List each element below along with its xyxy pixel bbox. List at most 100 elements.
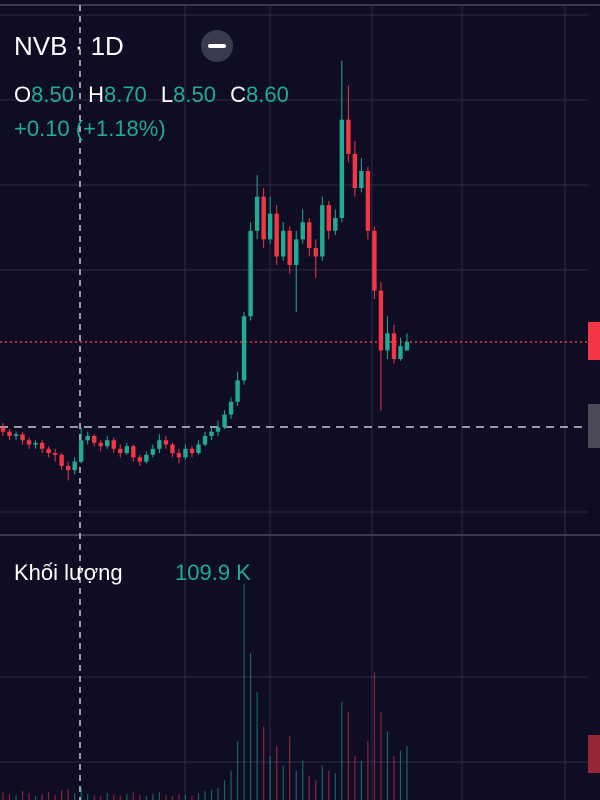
candle-body (26, 440, 32, 445)
candle-body (320, 205, 325, 257)
volume-bar (106, 793, 108, 800)
candle-body (20, 434, 25, 441)
candle-body (228, 401, 234, 415)
candle-body (280, 230, 286, 257)
symbol-title: NVB · 1D (14, 31, 124, 61)
candle-body (131, 446, 136, 458)
candle-body (137, 457, 143, 462)
volume-title: Khối lượng (14, 560, 123, 585)
grid (0, 5, 588, 800)
volume-bar (223, 780, 226, 800)
volume-bar (236, 741, 239, 800)
volume-bar (152, 794, 154, 800)
volume-bar (406, 746, 408, 800)
h-label: H (88, 82, 104, 107)
volume-bar (113, 795, 115, 800)
volume-bar (145, 796, 147, 800)
candle-body (404, 341, 410, 351)
candle-body (196, 444, 201, 454)
volume-bar (178, 794, 180, 800)
o-label: O (14, 82, 31, 107)
volume-bar (373, 672, 376, 800)
volume-bar (2, 792, 4, 800)
volume-bar (399, 750, 402, 800)
candle-body (65, 465, 71, 471)
candle-body (300, 222, 305, 240)
candle-body (209, 431, 214, 436)
volume-bar (347, 711, 349, 800)
volume-bar (380, 711, 382, 800)
c-label: C (230, 82, 246, 107)
candle-body (202, 435, 208, 445)
candle-body (222, 414, 227, 428)
volume-bar (250, 652, 252, 800)
candle-body (111, 440, 116, 449)
candle-body (92, 435, 97, 443)
candle-body (105, 440, 110, 447)
candle-body (170, 444, 175, 454)
candle-body (85, 435, 90, 441)
volume-bar (41, 794, 43, 800)
collapse-icon (208, 44, 226, 48)
volume-bar (139, 795, 141, 800)
candles (0, 60, 410, 800)
candle-body (339, 119, 345, 218)
volume-bar (230, 770, 232, 800)
volume-bar (256, 692, 258, 800)
candle-body (52, 453, 58, 455)
ohlc-line: O8.50 H8.70 L8.50 C8.60 (14, 82, 289, 107)
volume-bar (282, 765, 284, 800)
candle-body (7, 431, 12, 436)
candle-body (359, 170, 364, 189)
volume-bar (93, 795, 95, 800)
candle-body (157, 440, 162, 449)
candle-body (235, 380, 240, 402)
volume-bar (119, 795, 121, 800)
candle-body (346, 119, 351, 154)
candle-body (33, 442, 38, 445)
candle-body (59, 454, 64, 466)
volume-bar (204, 791, 206, 800)
volume-last: 109.9 K (175, 560, 251, 585)
candle-body (98, 442, 103, 447)
volume-bar (15, 795, 17, 800)
candle-body (313, 247, 318, 257)
h-value: 8.70 (104, 82, 147, 107)
candle-body (241, 316, 247, 381)
volume-bar (393, 755, 395, 800)
candle-body (352, 153, 358, 189)
candle-body (189, 448, 195, 454)
candle-body (372, 230, 377, 291)
price-tag (588, 322, 600, 360)
c-value: 8.60 (246, 82, 289, 107)
volume-bar (367, 741, 369, 800)
volume-bar (210, 790, 213, 800)
volume-bar (217, 787, 219, 800)
volume-bar (34, 796, 37, 800)
candle-body (248, 230, 253, 317)
candle-body (46, 448, 51, 454)
volume-bar (276, 746, 278, 800)
candle-body (163, 440, 169, 445)
volume-bar (321, 765, 323, 800)
volume-bar (100, 796, 102, 800)
volume-bar (269, 755, 271, 800)
volume-bar (360, 760, 362, 800)
volume-bar (132, 792, 134, 800)
candle-body (144, 454, 149, 462)
volume-bar (289, 736, 291, 800)
volume-bar (197, 793, 200, 800)
volume-bar (354, 755, 356, 800)
volume-bar (8, 794, 11, 800)
candle-body (333, 217, 338, 231)
candle-body (118, 448, 123, 454)
candle-body (307, 222, 312, 248)
volume-bar (54, 795, 56, 800)
volume-bar (171, 796, 174, 800)
candle-body (378, 290, 384, 351)
volume-bar (315, 780, 317, 800)
candle-body (183, 448, 188, 458)
candle-body (398, 346, 403, 360)
volume-bar (158, 792, 160, 800)
